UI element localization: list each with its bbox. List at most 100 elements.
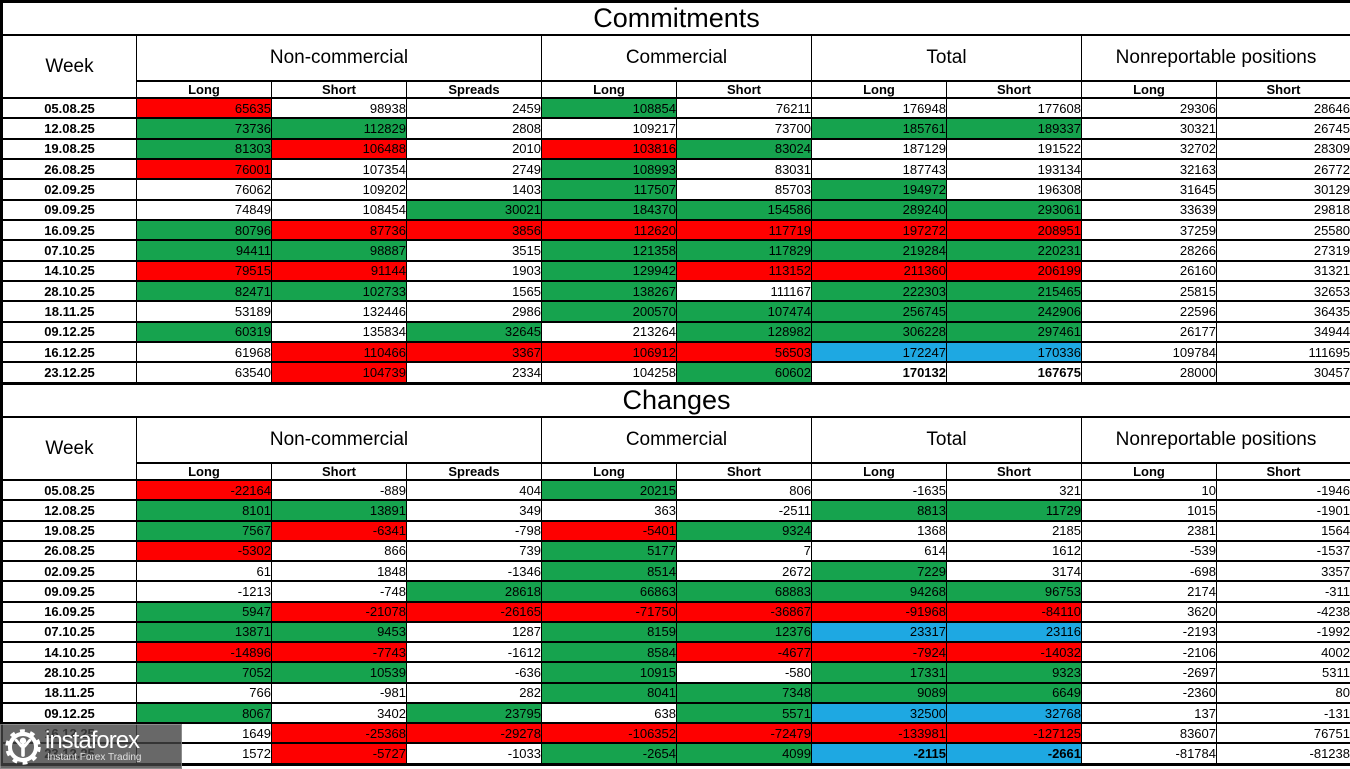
value-cell: 23795: [406, 701, 542, 725]
value-cell: 109202: [271, 178, 407, 201]
week-cell: 12.08.25: [1, 499, 137, 522]
value-cell: 172247: [811, 341, 947, 364]
value-cell: -5401: [541, 519, 677, 542]
value-cell: -1612: [406, 641, 542, 664]
value-cell: 28646: [1216, 96, 1350, 120]
value-cell: -14032: [946, 641, 1082, 664]
column-group-commercial: Commercial: [541, 416, 812, 464]
value-cell: 27319: [1216, 239, 1350, 262]
week-cell: 12.08.25: [1, 117, 137, 140]
value-cell: -981: [271, 681, 407, 704]
value-cell: 74849: [136, 198, 272, 222]
value-cell: 28309: [1216, 137, 1350, 161]
value-cell: 26177: [1081, 320, 1217, 344]
value-cell: 1565: [406, 280, 542, 303]
value-cell: 32653: [1216, 280, 1350, 303]
value-cell: 68883: [676, 580, 812, 603]
subcolumn-header-non-commercial-short: Short: [271, 80, 407, 99]
value-cell: -1346: [406, 560, 542, 583]
value-cell: 1903: [406, 259, 542, 283]
value-cell: -71750: [541, 600, 677, 623]
column-group-non-commercial: Non-commercial: [136, 34, 542, 82]
value-cell: 7052: [136, 661, 272, 684]
value-cell: 32163: [1081, 158, 1217, 181]
value-cell: 242906: [946, 300, 1082, 323]
value-cell: -25368: [271, 722, 407, 745]
value-cell: 10915: [541, 661, 677, 684]
value-cell: 2459: [406, 96, 542, 120]
value-cell: 1564: [1216, 519, 1350, 542]
week-cell: 28.10.25: [1, 661, 137, 684]
value-cell: 187129: [811, 137, 947, 161]
value-cell: 219284: [811, 239, 947, 262]
value-cell: -7743: [271, 641, 407, 664]
value-cell: 107354: [271, 158, 407, 181]
subcolumn-header-total-short: Short: [946, 80, 1082, 99]
value-cell: 8101: [136, 499, 272, 522]
value-cell: -798: [406, 519, 542, 542]
value-cell: 208951: [946, 219, 1082, 242]
value-cell: 23317: [811, 620, 947, 644]
week-cell: 02.09.25: [1, 178, 137, 201]
subcolumn-header-commercial-short: Short: [676, 80, 812, 99]
value-cell: 200570: [541, 300, 677, 323]
table-row: 09.09.25 74849 108454 30021 184370 154586 2892…: [1, 198, 1350, 222]
value-cell: 197272: [811, 219, 947, 242]
value-cell: 187743: [811, 158, 947, 181]
table-row: 05.08.25 -22164 -889 404 20215 806 -1635 321 10-…: [1, 478, 1350, 502]
value-cell: 7: [676, 539, 812, 563]
value-cell: 108854: [541, 96, 677, 120]
value-cell: 106912: [541, 341, 677, 364]
value-cell: 2010: [406, 137, 542, 161]
value-cell: 109784: [1081, 341, 1217, 364]
subcolumn-header-nonreportable-positions-long: Long: [1081, 80, 1217, 99]
week-cell: 09.09.25: [1, 580, 137, 603]
week-cell: 16.09.25: [1, 219, 137, 242]
value-cell: -2193: [1081, 620, 1217, 644]
value-cell: 98938: [271, 96, 407, 120]
value-cell: 83024: [676, 137, 812, 161]
table-row: 16.12.251649-25368-29278-106352-72479-13…: [1, 722, 1350, 745]
table-row: 19.08.25 81303 106488 2010 103816 83024 187129…: [1, 137, 1350, 161]
value-cell: 76062: [136, 178, 272, 201]
value-cell: 1612: [946, 539, 1082, 563]
week-cell: 14.10.25: [1, 259, 137, 283]
value-cell: 138267: [541, 280, 677, 303]
table-row: 26.08.25 -5302 866 739 5177 7 614 1612 -539 -1537: [1, 539, 1350, 563]
value-cell: 26772: [1216, 158, 1350, 181]
value-cell: 26745: [1216, 117, 1350, 140]
value-cell: 117507: [541, 178, 677, 201]
value-cell: 2334: [406, 361, 542, 385]
value-cell: -2697: [1081, 661, 1217, 684]
value-cell: 121358: [541, 239, 677, 262]
value-cell: 9324: [676, 519, 812, 542]
value-cell: 104739: [271, 361, 407, 385]
value-cell: 167675: [946, 361, 1082, 385]
value-cell: -72479: [676, 722, 812, 745]
value-cell: 8159: [541, 620, 677, 644]
value-cell: -539: [1081, 539, 1217, 563]
value-cell: 117719: [676, 219, 812, 242]
value-cell: 135834: [271, 320, 407, 344]
week-cell: 07.10.25: [1, 239, 137, 262]
column-group-commercial: Commercial: [541, 34, 812, 82]
value-cell: 61968: [136, 341, 272, 364]
table-row: 23.12.251572-5727-1033-26544099-2115-266…: [1, 742, 1350, 766]
value-cell: 66863: [541, 580, 677, 603]
week-cell: 18.11.25: [1, 300, 137, 323]
value-cell: -29278: [406, 722, 542, 745]
value-cell: 32500: [811, 701, 947, 725]
value-cell: 36435: [1216, 300, 1350, 323]
week-cell: 09.12.25: [1, 320, 137, 344]
value-cell: 211360: [811, 259, 947, 283]
value-cell: 98887: [271, 239, 407, 262]
value-cell: 56503: [676, 341, 812, 364]
week-cell: 26.08.25: [1, 539, 137, 563]
column-header-week: Week: [1, 416, 137, 481]
value-cell: 12376: [676, 620, 812, 644]
value-cell: 1287: [406, 620, 542, 644]
value-cell: 128982: [676, 320, 812, 344]
value-cell: 8067: [136, 701, 272, 725]
value-cell: 9453: [271, 620, 407, 644]
value-cell: 113152: [676, 259, 812, 283]
